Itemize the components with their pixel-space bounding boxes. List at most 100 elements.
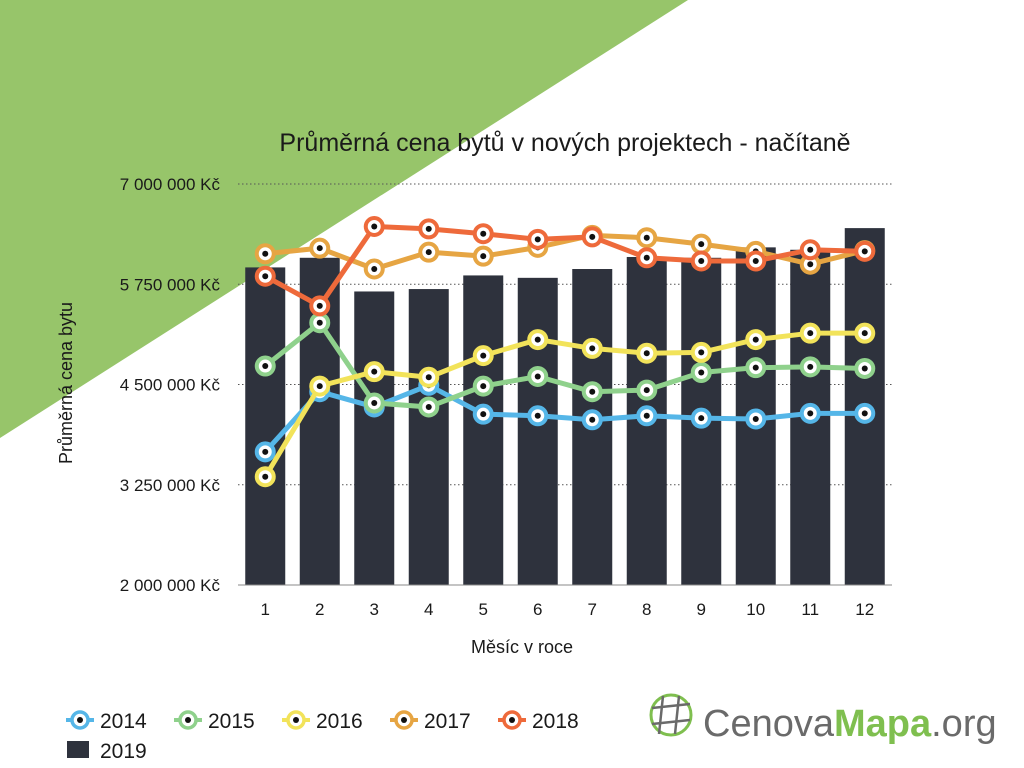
data-point-dot — [643, 254, 650, 261]
bar-2019 — [517, 277, 558, 585]
cenovamapa-logo: CenovaMapa.org — [649, 693, 997, 745]
y-tick-label: 2 000 000 Kč — [120, 576, 221, 595]
data-point-dot — [262, 363, 269, 370]
logo-cenova: Cenova — [703, 703, 835, 745]
data-point-dot — [371, 223, 378, 230]
data-point-dot — [752, 257, 759, 264]
x-tick-label: 9 — [697, 600, 706, 619]
data-point-dot — [425, 403, 432, 410]
data-point-dot — [698, 415, 705, 422]
data-point-dot — [861, 365, 868, 372]
y-tick-label: 4 500 000 Kč — [120, 376, 221, 395]
x-tick-label: 12 — [855, 600, 874, 619]
x-tick-label: 10 — [746, 600, 765, 619]
data-point-dot — [480, 230, 487, 237]
legend-label: 2014 — [100, 710, 147, 733]
legend-swatch-dot — [293, 717, 299, 723]
bar-2019 — [245, 267, 286, 585]
data-point-dot — [861, 410, 868, 417]
legend: 2014 2015 2016 2017 2018 2019 — [66, 710, 579, 763]
y-tick-label: 5 750 000 Kč — [120, 275, 221, 294]
x-tick-label: 1 — [261, 600, 270, 619]
series-2014 — [254, 374, 876, 463]
data-point-dot — [698, 257, 705, 264]
x-tick-label: 3 — [370, 600, 379, 619]
data-point-dot — [752, 336, 759, 343]
y-tick-label: 7 000 000 Kč — [120, 175, 221, 194]
x-tick-label: 4 — [424, 600, 433, 619]
logo-org: .org — [931, 703, 996, 745]
x-tick-label: 6 — [533, 600, 542, 619]
legend-item-2016: 2016 — [282, 710, 363, 733]
legend-item-2019: 2019 — [67, 740, 147, 763]
data-point-dot — [371, 266, 378, 273]
series-2017 — [254, 224, 876, 280]
data-point-dot — [316, 245, 323, 252]
data-point-dot — [480, 253, 487, 260]
data-point-dot — [698, 349, 705, 356]
x-tick-label: 5 — [479, 600, 488, 619]
bar-2019 — [408, 289, 449, 585]
data-point-dot — [861, 248, 868, 255]
globe-grid-icon — [649, 693, 693, 737]
data-point-dot — [861, 330, 868, 337]
legend-swatch-dot — [401, 717, 407, 723]
data-point-dot — [425, 249, 432, 256]
x-tick-label: 11 — [801, 600, 819, 619]
legend-label: 2015 — [208, 710, 255, 733]
x-tick-label: 2 — [315, 600, 324, 619]
legend-swatch-dot — [509, 717, 515, 723]
series-2016 — [254, 322, 876, 488]
data-point-dot — [589, 416, 596, 423]
data-point-dot — [807, 410, 814, 417]
data-point-dot — [589, 233, 596, 240]
legend-item-2015: 2015 — [174, 710, 255, 733]
data-point-dot — [807, 363, 814, 370]
legend-swatch-dot — [77, 717, 83, 723]
data-point-dot — [698, 369, 705, 376]
series-2018 — [254, 216, 876, 317]
data-point-dot — [589, 345, 596, 352]
legend-label: 2016 — [316, 710, 363, 733]
legend-item-2018: 2018 — [498, 710, 579, 733]
y-tick-label: 3 250 000 Kč — [120, 476, 221, 495]
data-point-dot — [316, 383, 323, 390]
x-tick-label: 7 — [588, 600, 597, 619]
y-axis-label: Průměrná cena bytu — [56, 302, 76, 464]
legend-item-2014: 2014 — [66, 710, 147, 733]
data-point-dot — [752, 364, 759, 371]
legend-swatch-bar — [67, 741, 89, 758]
data-point-dot — [371, 368, 378, 375]
data-point-dot — [316, 302, 323, 309]
data-point-dot — [371, 399, 378, 406]
legend-label: 2019 — [100, 740, 147, 763]
legend-item-2017: 2017 — [390, 710, 471, 733]
data-point-dot — [480, 411, 487, 418]
bar-2019 — [354, 291, 395, 585]
data-point-dot — [807, 246, 814, 253]
data-point-dot — [534, 373, 541, 380]
data-point-dot — [643, 412, 650, 419]
data-point-dot — [589, 388, 596, 395]
legend-label: 2018 — [532, 710, 579, 733]
background-green-triangle — [0, 0, 688, 438]
x-axis-ticks: 1 2 3 4 5 6 7 8 9 10 11 12 — [261, 600, 875, 619]
data-point-dot — [480, 352, 487, 359]
line-series — [254, 216, 876, 488]
data-point-dot — [262, 473, 269, 480]
x-tick-label: 8 — [642, 600, 651, 619]
data-point-dot — [262, 250, 269, 257]
data-point-dot — [425, 225, 432, 232]
data-point-dot — [807, 261, 814, 268]
logo-wordmark: CenovaMapa.org — [703, 703, 997, 745]
data-point-dot — [643, 234, 650, 241]
data-point-dot — [480, 383, 487, 390]
x-axis-label: Měsíc v roce — [471, 637, 573, 657]
data-point-dot — [262, 273, 269, 280]
data-point-dot — [534, 336, 541, 343]
data-point-dot — [316, 319, 323, 326]
data-point-dot — [698, 241, 705, 248]
data-point-dot — [534, 412, 541, 419]
data-point-dot — [807, 330, 814, 337]
